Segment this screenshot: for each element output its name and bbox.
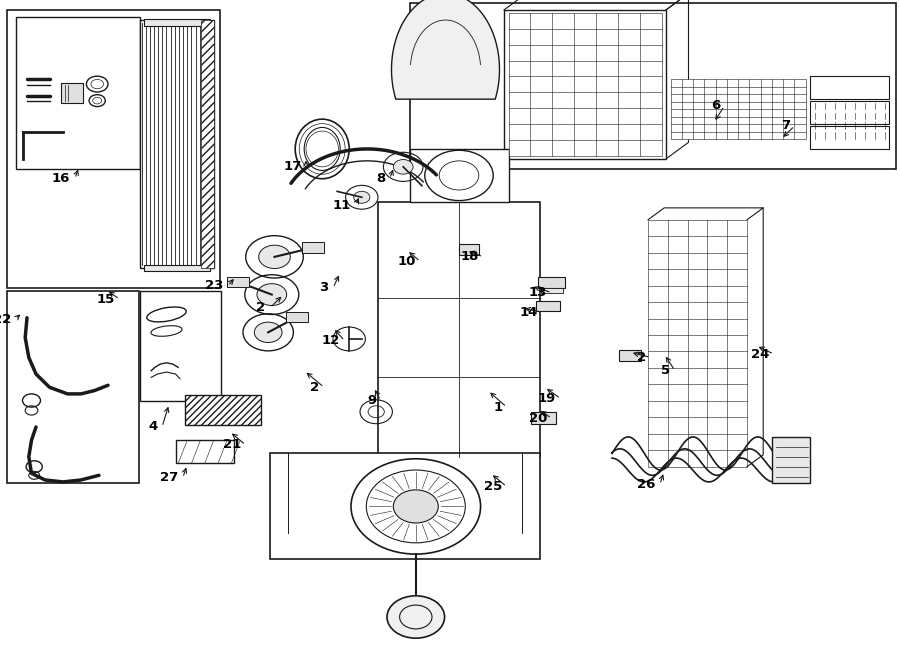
- Bar: [459, 244, 479, 255]
- Bar: [541, 288, 562, 293]
- Bar: [270, 453, 540, 559]
- Text: 1: 1: [493, 401, 502, 414]
- Bar: [228, 277, 249, 287]
- Bar: [140, 20, 214, 268]
- Bar: [810, 126, 889, 149]
- Circle shape: [387, 596, 445, 638]
- Bar: [619, 350, 641, 361]
- Bar: [531, 412, 556, 424]
- Bar: [810, 101, 889, 124]
- Bar: [508, 13, 662, 156]
- Text: 2: 2: [310, 381, 320, 394]
- Bar: [772, 437, 810, 483]
- Bar: [184, 395, 261, 425]
- Bar: [16, 17, 140, 169]
- Bar: [176, 440, 234, 463]
- Text: 4: 4: [148, 420, 157, 434]
- Text: 27: 27: [160, 471, 178, 485]
- Text: 24: 24: [752, 348, 770, 361]
- Text: 12: 12: [322, 334, 340, 348]
- Bar: [648, 220, 747, 467]
- Bar: [7, 291, 139, 483]
- Bar: [410, 3, 896, 169]
- Text: 6: 6: [711, 99, 720, 113]
- Text: 14: 14: [520, 306, 538, 319]
- Text: 11: 11: [333, 199, 351, 212]
- Circle shape: [393, 490, 438, 523]
- Text: 13: 13: [529, 286, 547, 299]
- Bar: [378, 202, 540, 457]
- Bar: [504, 10, 666, 159]
- Circle shape: [393, 160, 413, 174]
- Bar: [144, 19, 210, 26]
- Text: 2: 2: [637, 351, 646, 364]
- Bar: [670, 79, 806, 139]
- Circle shape: [257, 283, 287, 305]
- Circle shape: [258, 245, 291, 269]
- Text: 23: 23: [205, 279, 223, 293]
- Text: 5: 5: [662, 364, 670, 377]
- Bar: [144, 265, 210, 271]
- Bar: [538, 277, 565, 288]
- Text: 10: 10: [398, 255, 416, 268]
- Text: 16: 16: [52, 172, 70, 185]
- Text: 7: 7: [781, 119, 790, 132]
- Text: 9: 9: [367, 394, 376, 407]
- Bar: [410, 149, 508, 202]
- Bar: [201, 20, 214, 268]
- Bar: [810, 76, 889, 99]
- Text: 3: 3: [320, 281, 328, 295]
- Bar: [140, 291, 220, 401]
- Text: 20: 20: [529, 412, 547, 425]
- Bar: [61, 83, 83, 103]
- Text: 25: 25: [484, 480, 502, 493]
- Bar: [302, 242, 324, 253]
- Text: 18: 18: [461, 250, 479, 263]
- Text: 15: 15: [97, 293, 115, 306]
- Bar: [394, 602, 437, 629]
- Text: 19: 19: [538, 392, 556, 405]
- Text: 8: 8: [376, 172, 385, 185]
- Text: 17: 17: [284, 160, 302, 173]
- Bar: [286, 312, 308, 322]
- Text: 22: 22: [0, 312, 11, 326]
- Circle shape: [354, 191, 370, 203]
- Bar: [7, 10, 220, 288]
- Text: 2: 2: [256, 301, 266, 314]
- Text: 21: 21: [223, 438, 241, 451]
- Text: 26: 26: [637, 478, 655, 491]
- Circle shape: [255, 322, 282, 342]
- Bar: [536, 301, 560, 311]
- Polygon shape: [392, 0, 500, 99]
